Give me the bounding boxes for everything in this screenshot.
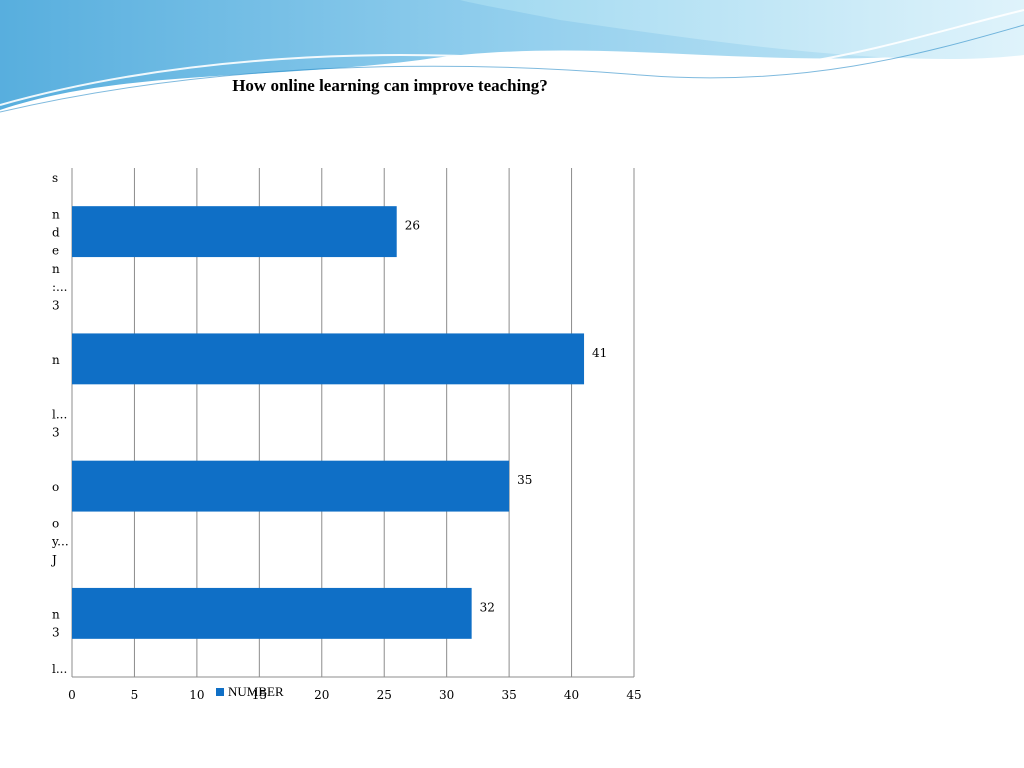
header-wave-banner (0, 0, 1024, 113)
category-label-fragment: y... (51, 535, 69, 549)
data-label: 35 (517, 473, 532, 487)
category-label-fragment: :... (52, 280, 68, 294)
x-tick-label: 35 (501, 688, 516, 702)
x-tick-label: 25 (377, 688, 392, 702)
chart-legend: NUMBER (216, 684, 284, 700)
x-tick-label: 20 (314, 688, 329, 702)
bar (72, 460, 510, 512)
x-tick-label: 10 (189, 688, 204, 702)
category-label-fragment: J (50, 553, 57, 567)
category-label-fragment: e (52, 244, 59, 258)
bar (72, 333, 585, 385)
category-label-fragment: o (52, 480, 59, 494)
legend-swatch (216, 688, 224, 696)
x-tick-label: 40 (564, 688, 579, 702)
data-label: 41 (592, 346, 607, 360)
category-label-fragment: n (52, 607, 60, 621)
bar (72, 587, 472, 639)
category-label-fragment: n (52, 353, 60, 367)
category-label-fragment: l... (52, 407, 67, 421)
bar (72, 206, 397, 258)
data-label: 26 (405, 219, 420, 233)
category-label-fragment: n (52, 207, 60, 221)
category-label-fragment: 3 (52, 426, 60, 440)
x-tick-label: 45 (626, 688, 641, 702)
x-tick-label: 15 (252, 688, 267, 702)
x-tick-label: 0 (68, 688, 76, 702)
x-tick-label: 5 (131, 688, 139, 702)
category-label-fragment: s (52, 171, 58, 185)
category-label-fragment: 3 (52, 625, 60, 639)
chart-title: How online learning can improve teaching… (232, 76, 548, 95)
data-label: 32 (480, 600, 495, 614)
category-label-fragment: o (52, 516, 59, 530)
category-label-fragment: l... (52, 662, 67, 676)
x-tick-label: 30 (439, 688, 454, 702)
bar-chart: 0 5 10 15 20 25 30 35 40 4526413532snden:...3nl..… (50, 168, 642, 702)
category-label-fragment: n (52, 262, 60, 276)
category-label-fragment: 3 (52, 298, 60, 312)
legend-label: NUMBER (228, 684, 284, 699)
category-label-fragment: d (52, 226, 60, 240)
